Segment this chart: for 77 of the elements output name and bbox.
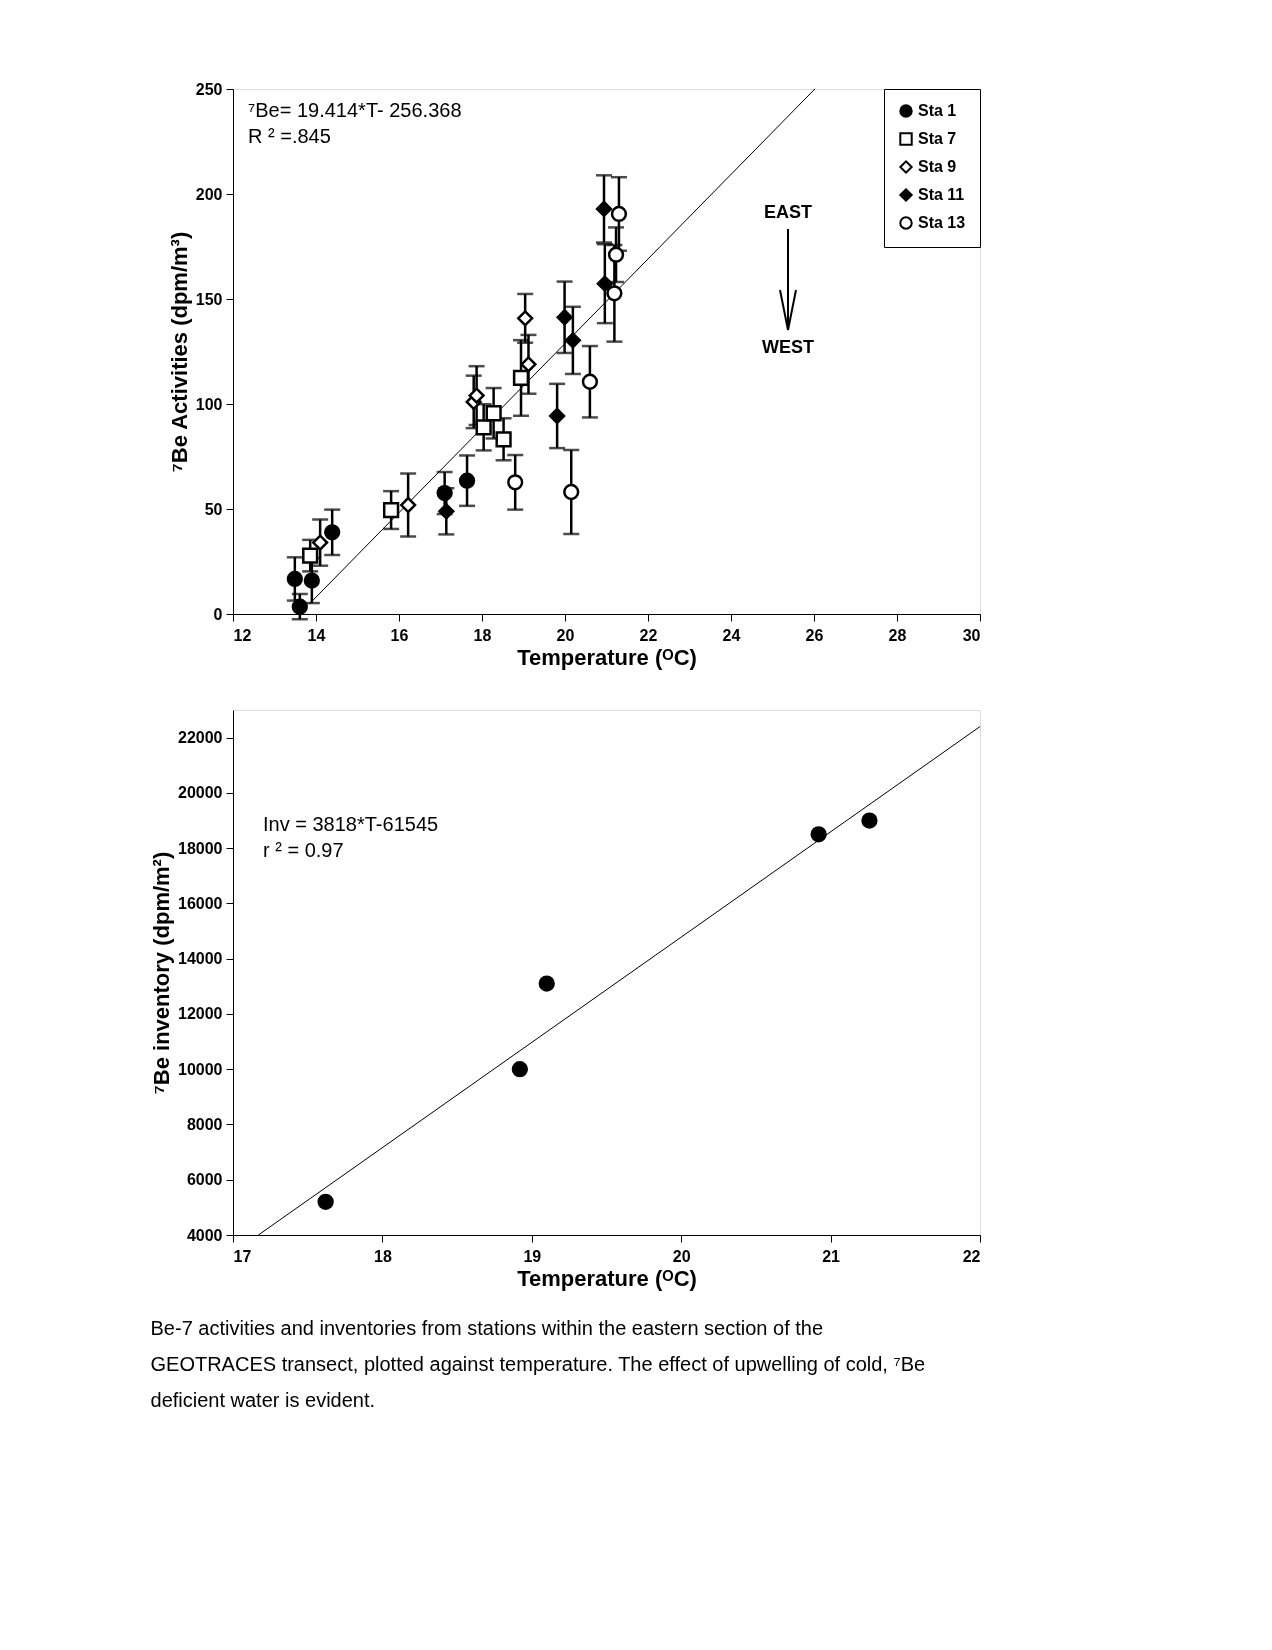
point — [475, 419, 492, 436]
x-tick-label: 17 — [233, 1247, 252, 1265]
x-tick-label: 22 — [639, 626, 658, 644]
y-tick-label: 150 — [195, 290, 223, 308]
point — [438, 503, 455, 520]
y-tick-label: 16000 — [178, 894, 223, 912]
point — [606, 285, 623, 302]
legend-label: Sta 11 — [918, 186, 965, 203]
point — [596, 275, 613, 292]
point — [468, 387, 485, 404]
point — [458, 472, 476, 489]
y-tick-label: 4000 — [186, 1226, 223, 1244]
x-tick-label: 18 — [473, 626, 492, 644]
point — [324, 524, 341, 541]
x-tick-label: 28 — [888, 626, 907, 644]
x-tick-label: 22 — [962, 1247, 981, 1265]
point — [563, 483, 580, 501]
point — [564, 332, 582, 349]
point — [291, 598, 308, 615]
x-tick-label: 16 — [390, 626, 409, 644]
y-tick-label: 18000 — [178, 839, 223, 857]
point — [512, 369, 530, 387]
x-tick-label: 12 — [233, 626, 252, 644]
point — [436, 484, 453, 502]
annotation: R ² =.845 — [248, 125, 331, 147]
x-tick-label: 20 — [672, 1247, 691, 1265]
point — [382, 501, 400, 519]
point — [507, 474, 524, 491]
x-tick-label: 26 — [805, 626, 824, 644]
y-tick-label: 14000 — [178, 950, 223, 968]
legend-label: Sta 7 — [918, 130, 957, 147]
annotation: EAST — [763, 202, 813, 222]
legend-label: Sta 9 — [918, 158, 957, 175]
legend-label: Sta 13 — [918, 214, 966, 231]
y-tick-label: 250 — [195, 80, 223, 98]
y-tick-label: 20000 — [178, 784, 223, 802]
x-axis-title: Temperature (ᴼC) — [517, 644, 697, 670]
y-tick-label: 6000 — [186, 1171, 223, 1189]
point — [556, 309, 573, 326]
point — [595, 200, 613, 218]
annotation: Inv = 3818*T-61545 — [263, 813, 439, 835]
point — [495, 431, 512, 448]
y-tick-label: 22000 — [178, 729, 223, 747]
legend-label: Sta 1 — [918, 102, 957, 119]
x-tick-label: 24 — [722, 626, 741, 644]
x-axis-title: Temperature (ᴼC) — [517, 1265, 697, 1291]
point — [286, 570, 303, 588]
point — [520, 356, 537, 373]
x-tick-label: 20 — [556, 626, 575, 644]
y-tick-label: 200 — [195, 185, 223, 203]
y-tick-label: 100 — [195, 395, 223, 413]
x-tick-label: 14 — [307, 626, 326, 644]
y-axis-title: ⁷Be Activities (dpm/m³) — [166, 231, 192, 473]
annotation: WEST — [762, 337, 814, 357]
y-tick-label: 0 — [213, 605, 223, 623]
text: Be-7 activities and inventories from stations within the eastern section of the GEOTRACES transect, plotted against temperature. The effect of upwelling of cold, ⁷Be deficient water is evident. — [150, 1317, 926, 1411]
point — [517, 310, 534, 327]
point — [610, 205, 628, 223]
x-tick-label: 30 — [962, 626, 981, 644]
point — [312, 534, 329, 551]
point — [303, 572, 320, 589]
point — [399, 496, 417, 514]
annotation: r ² = 0.97 — [263, 839, 344, 861]
x-tick-label: 19 — [523, 1247, 542, 1265]
point — [581, 373, 599, 390]
x-tick-label: 21 — [822, 1247, 841, 1265]
y-tick-label: 10000 — [178, 1060, 223, 1078]
point — [607, 246, 625, 263]
y-tick-label: 50 — [204, 500, 223, 518]
point — [485, 405, 502, 422]
y-axis-title: ⁷Be inventory (dpm/m²) — [149, 851, 175, 1095]
x-tick-label: 18 — [374, 1247, 392, 1265]
y-tick-label: 12000 — [178, 1005, 223, 1023]
y-tick-label: 8000 — [186, 1115, 223, 1133]
point — [302, 547, 319, 564]
point — [548, 407, 566, 425]
annotation: ⁷Be= 19.414*T- 256.368 — [248, 99, 462, 121]
